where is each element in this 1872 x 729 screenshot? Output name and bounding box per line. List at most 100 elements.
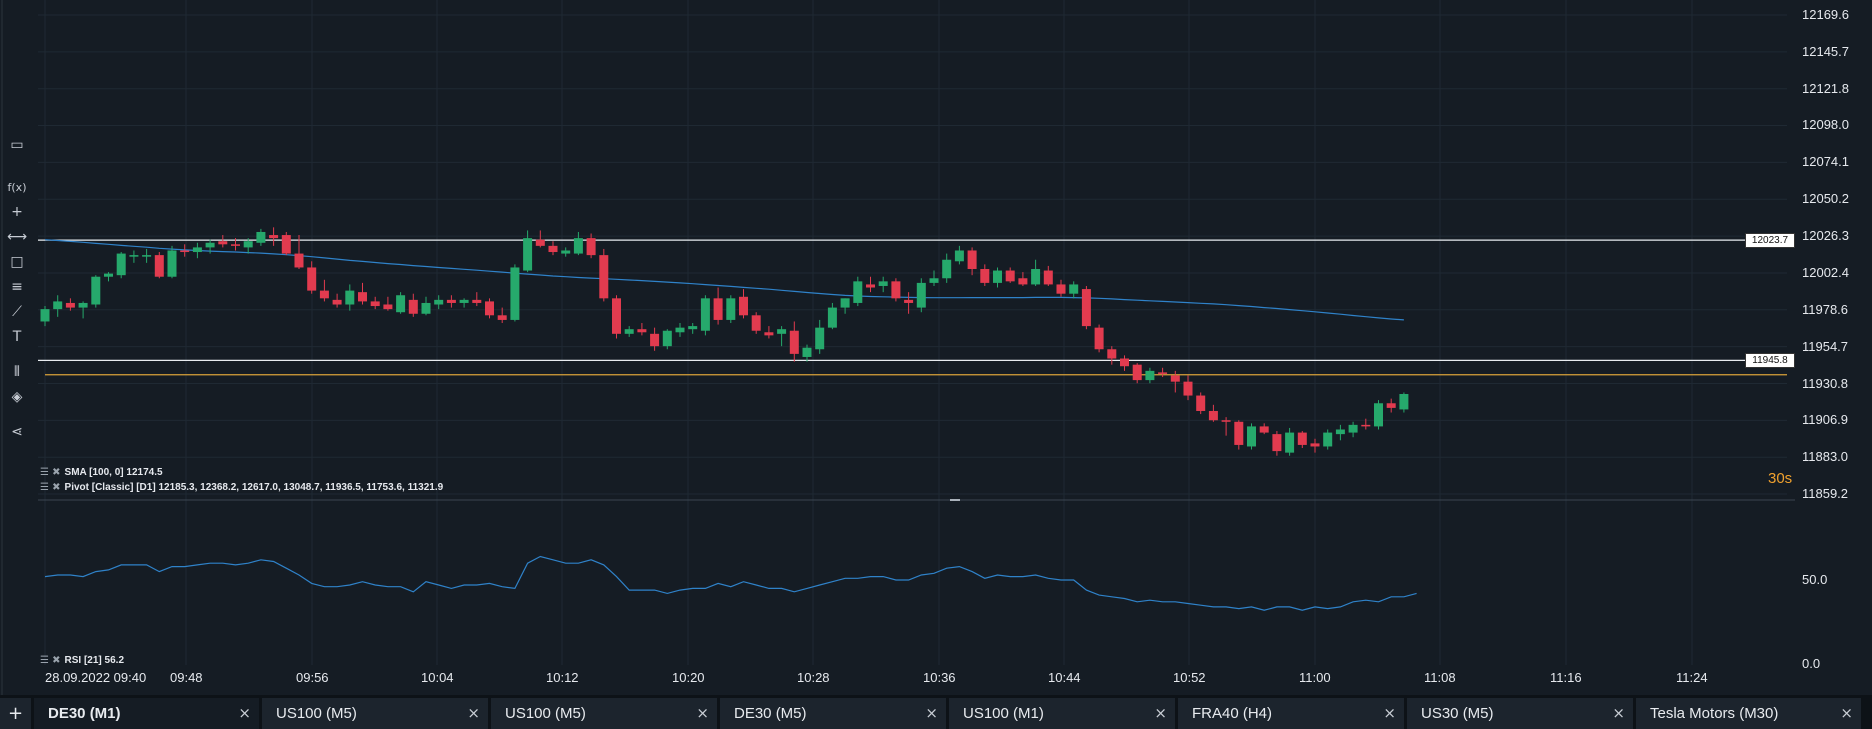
add-tab-button[interactable]: + bbox=[0, 698, 31, 729]
candle bbox=[688, 323, 698, 334]
candle bbox=[1272, 431, 1282, 456]
chart-type-icon[interactable]: ▭ bbox=[10, 137, 24, 153]
tab-label: US100 (M5) bbox=[505, 705, 586, 722]
candle bbox=[1018, 272, 1028, 286]
time-tick-label: 10:52 bbox=[1173, 670, 1206, 685]
candle-body bbox=[713, 298, 723, 320]
chart-canvas[interactable] bbox=[0, 0, 1872, 695]
candle-body bbox=[548, 245, 558, 253]
horizontal-levels bbox=[38, 239, 1787, 376]
rsi-legend[interactable]: ☰ ✖ RSI [21] 56.2 bbox=[40, 655, 124, 666]
line-tool-icon[interactable]: ⟷ bbox=[6, 229, 28, 245]
pivot-legend[interactable]: ☰ ✖ Pivot [Classic] [D1] 12185.3, 12368.2… bbox=[40, 482, 443, 493]
candle-body bbox=[116, 253, 126, 276]
candle-body bbox=[1259, 426, 1269, 433]
tab-2[interactable]: US100 (M5) × bbox=[262, 698, 488, 729]
candle bbox=[650, 327, 660, 351]
candle-body bbox=[332, 299, 342, 305]
candle-body bbox=[472, 299, 482, 303]
candle bbox=[586, 233, 596, 259]
candle bbox=[180, 244, 190, 257]
settings-icon[interactable]: ☰ ✖ bbox=[40, 655, 61, 666]
candle bbox=[1056, 279, 1066, 297]
candle-body bbox=[929, 278, 939, 283]
tab-5[interactable]: US100 (M1) × bbox=[949, 698, 1175, 729]
share-icon[interactable]: ⋖ bbox=[11, 424, 23, 440]
trend-tool-icon[interactable]: ⟋ bbox=[12, 304, 22, 320]
candle-body bbox=[218, 241, 228, 245]
candle-body bbox=[345, 290, 355, 305]
close-icon[interactable]: × bbox=[696, 704, 709, 722]
compare-icon[interactable]: ⫴ bbox=[14, 364, 20, 380]
candle bbox=[993, 267, 1002, 288]
close-icon[interactable]: × bbox=[1840, 704, 1853, 722]
tab-6[interactable]: FRA40 (H4) × bbox=[1178, 698, 1404, 729]
candle bbox=[383, 296, 393, 311]
close-icon[interactable]: × bbox=[1383, 704, 1396, 722]
candle bbox=[827, 302, 837, 330]
candle-body bbox=[1361, 424, 1371, 427]
close-icon[interactable]: × bbox=[467, 704, 480, 722]
time-tick-label: 11:00 bbox=[1299, 670, 1331, 685]
candle-body bbox=[662, 330, 672, 347]
candle-body bbox=[446, 299, 456, 303]
candle bbox=[954, 245, 964, 265]
candle bbox=[154, 252, 164, 279]
candle bbox=[345, 284, 355, 311]
candle bbox=[421, 296, 431, 316]
rectangle-tool-icon[interactable]: □ bbox=[10, 254, 24, 270]
close-icon[interactable]: × bbox=[1612, 704, 1625, 722]
close-icon[interactable]: × bbox=[1154, 704, 1167, 722]
candle bbox=[675, 323, 685, 337]
candle bbox=[1094, 324, 1104, 353]
sma-legend[interactable]: ☰ ✖ SMA [100, 0] 12174.5 bbox=[40, 467, 163, 478]
candle-body bbox=[1310, 443, 1320, 447]
close-icon[interactable]: × bbox=[238, 704, 251, 722]
text-tool-icon[interactable]: T bbox=[12, 329, 22, 345]
crosshair-icon[interactable]: + bbox=[11, 204, 23, 220]
settings-icon[interactable]: ☰ ✖ bbox=[40, 467, 61, 478]
candle-body bbox=[1221, 420, 1231, 422]
candle bbox=[1361, 418, 1371, 430]
candle bbox=[281, 231, 291, 256]
time-tick-label: 10:36 bbox=[923, 670, 956, 685]
candle bbox=[1170, 370, 1180, 393]
candle bbox=[1399, 392, 1409, 413]
candle-body bbox=[637, 329, 647, 333]
candle-body bbox=[599, 255, 609, 299]
candle-body bbox=[650, 333, 660, 347]
candle-body bbox=[459, 299, 469, 303]
tab-3[interactable]: US100 (M5) × bbox=[491, 698, 717, 729]
tab-1[interactable]: DE30 (M1) × bbox=[34, 698, 259, 729]
time-tick-label: 09:56 bbox=[296, 670, 329, 685]
candle bbox=[815, 319, 825, 354]
candle-body bbox=[154, 255, 164, 277]
candle-body bbox=[904, 299, 914, 303]
candle bbox=[1297, 431, 1307, 449]
candle-body bbox=[1285, 432, 1295, 453]
tab-4[interactable]: DE30 (M5) × bbox=[720, 698, 946, 729]
candle-body bbox=[91, 276, 101, 305]
candle-countdown: 30s bbox=[1768, 470, 1793, 487]
candle bbox=[853, 276, 863, 307]
indicators-icon[interactable]: f(x) bbox=[7, 180, 27, 194]
layers-icon[interactable]: ◈ bbox=[11, 389, 23, 405]
tab-7[interactable]: US30 (M5) × bbox=[1407, 698, 1633, 729]
candle bbox=[1310, 438, 1320, 453]
settings-icon[interactable]: ☰ ✖ bbox=[40, 482, 61, 493]
close-icon[interactable]: × bbox=[925, 704, 938, 722]
candle bbox=[929, 270, 939, 286]
candle-body bbox=[1018, 278, 1028, 285]
candle-body bbox=[777, 329, 787, 334]
price-tick-label: 12050.2 bbox=[1802, 191, 1849, 207]
candle-body bbox=[561, 250, 571, 254]
candle bbox=[459, 298, 469, 308]
candle-body bbox=[1272, 434, 1282, 452]
candle-body bbox=[1043, 270, 1053, 285]
candle-body bbox=[1132, 364, 1142, 381]
candle-body bbox=[129, 255, 139, 257]
tab-8[interactable]: Tesla Motors (M30) × bbox=[1636, 698, 1861, 729]
fibonacci-icon[interactable]: ≡ bbox=[11, 279, 23, 295]
candle bbox=[40, 306, 50, 327]
price-tick-label: 12169.6 bbox=[1802, 7, 1849, 22]
